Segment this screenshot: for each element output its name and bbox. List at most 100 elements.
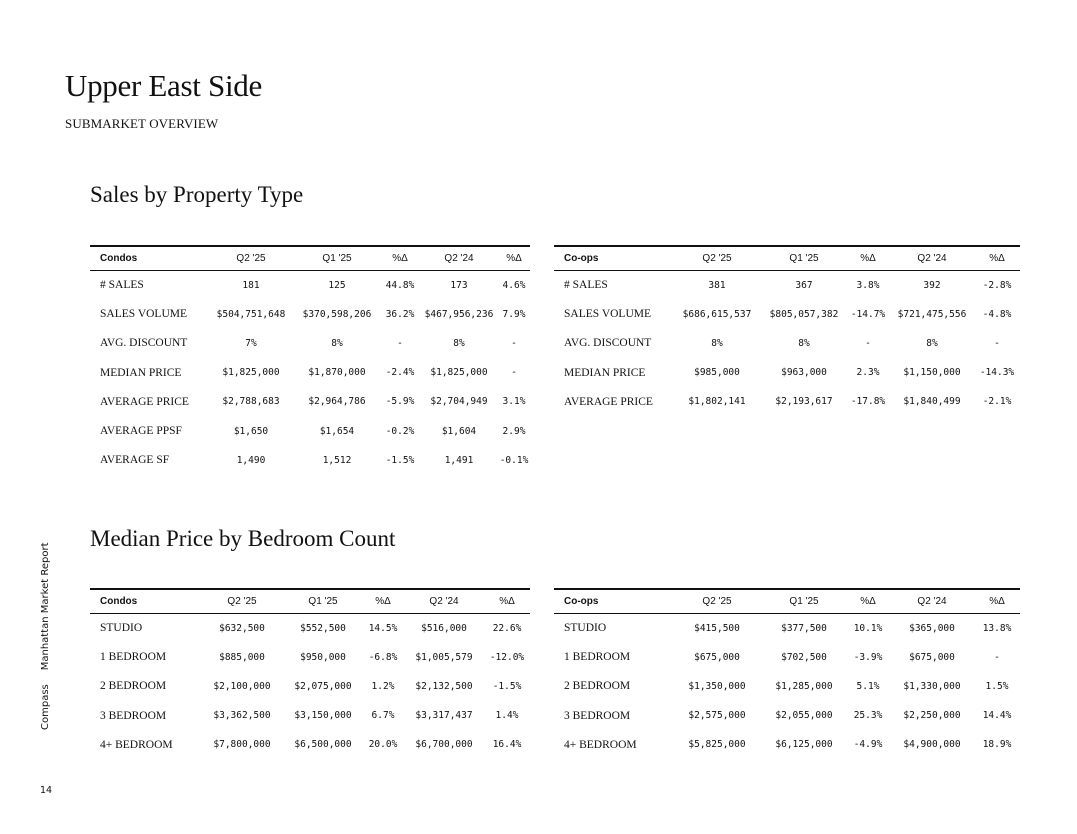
row-label: STUDIO bbox=[564, 622, 607, 635]
column-header: Q1 '25 bbox=[762, 588, 846, 614]
table-cell: 181 bbox=[242, 279, 260, 291]
table-cell: 14.4% bbox=[982, 710, 1012, 722]
table-cell: 6.7% bbox=[371, 710, 395, 722]
table-header-row: Condos Q2 '25 Q1 '25 %Δ Q2 '24 %Δ bbox=[90, 245, 530, 271]
table-cell: $365,000 bbox=[909, 622, 955, 634]
table-cell: $1,005,579 bbox=[415, 651, 473, 663]
sales-condos-table: Condos Q2 '25 Q1 '25 %Δ Q2 '24 %Δ # SALES 181 12… bbox=[90, 245, 530, 475]
table-cell: $2,132,500 bbox=[415, 680, 473, 692]
table-cell: $415,500 bbox=[694, 622, 740, 634]
table-row: # SALES 381 367 3.8% 392 -2.8% bbox=[554, 271, 1020, 300]
row-label: # SALES bbox=[564, 279, 608, 292]
table-cell: $3,150,000 bbox=[294, 710, 352, 722]
column-header: Q2 '24 bbox=[890, 588, 974, 614]
table-row: 3 BEDROOM $3,362,500 $3,150,000 6.7% $3,317,… bbox=[90, 701, 530, 730]
table-cell: $1,825,000 bbox=[430, 367, 488, 379]
page-number: 14 bbox=[40, 785, 53, 796]
table-row: AVERAGE PPSF $1,650 $1,654 -0.2% $1,604 2.9% bbox=[90, 416, 530, 445]
table-cell: 1,491 bbox=[444, 454, 474, 466]
table-cell: 392 bbox=[923, 279, 941, 291]
table-cell: $6,500,000 bbox=[294, 739, 352, 751]
row-label: 4+ BEDROOM bbox=[564, 738, 637, 751]
table-row: SALES VOLUME $686,615,537 $805,057,382 -14.… bbox=[554, 300, 1020, 329]
sidebar-report-name: Manhattan Market Report bbox=[40, 542, 51, 671]
table-row: AVG. DISCOUNT 7% 8% - 8% - bbox=[90, 329, 530, 358]
table-cell: 2.9% bbox=[502, 425, 526, 437]
table-row: MEDIAN PRICE $1,825,000 $1,870,000 -2.4% $1,… bbox=[90, 358, 530, 387]
column-header: Q1 '25 bbox=[762, 245, 846, 271]
column-header: %Δ bbox=[846, 588, 890, 614]
table-cell: -12.0% bbox=[489, 651, 525, 663]
column-header: %Δ bbox=[498, 245, 530, 271]
table-cell: -2.4% bbox=[385, 367, 415, 379]
table-cell: 8% bbox=[453, 337, 465, 349]
column-header: Q2 '24 bbox=[420, 245, 498, 271]
section-title-median-price-by-bedroom: Median Price by Bedroom Count bbox=[90, 526, 396, 551]
column-header: %Δ bbox=[484, 588, 530, 614]
table-cell: 36.2% bbox=[385, 308, 415, 320]
column-header: Q2 '25 bbox=[200, 588, 284, 614]
table-row: 2 BEDROOM $1,350,000 $1,285,000 5.1% $1,330,… bbox=[554, 672, 1020, 701]
table-cell: $963,000 bbox=[781, 367, 827, 379]
column-header: Q2 '25 bbox=[208, 245, 294, 271]
table-cell: 8% bbox=[798, 337, 810, 349]
table-cell: $516,000 bbox=[421, 622, 467, 634]
table-cell: $6,700,000 bbox=[415, 739, 473, 751]
table-cell: $2,250,000 bbox=[903, 710, 961, 722]
table-cell: 25.3% bbox=[853, 710, 883, 722]
table-cell: 5.1% bbox=[856, 680, 880, 692]
table-cell: -1.5% bbox=[492, 680, 522, 692]
row-label: 1 BEDROOM bbox=[100, 651, 167, 664]
row-label: STUDIO bbox=[100, 622, 143, 635]
table-cell: $3,362,500 bbox=[213, 710, 271, 722]
table-cell: -3.9% bbox=[853, 651, 883, 663]
table-cell: $2,075,000 bbox=[294, 680, 352, 692]
row-label: AVERAGE PPSF bbox=[100, 425, 182, 438]
table-header-row: Condos Q2 '25 Q1 '25 %Δ Q2 '24 %Δ bbox=[90, 588, 530, 614]
table-cell: $1,650 bbox=[233, 425, 269, 437]
table-cell: $632,500 bbox=[219, 622, 265, 634]
table-row: 2 BEDROOM $2,100,000 $2,075,000 1.2% $2,132,… bbox=[90, 672, 530, 701]
table-cell: 4.6% bbox=[502, 279, 526, 291]
column-header: Q2 '24 bbox=[404, 588, 484, 614]
table-row: SALES VOLUME $504,751,648 $370,598,206 36.2… bbox=[90, 300, 530, 329]
table-cell: $1,870,000 bbox=[308, 367, 366, 379]
column-header: Q2 '24 bbox=[890, 245, 974, 271]
table-cell: $1,150,000 bbox=[903, 367, 961, 379]
table-cell: $1,802,141 bbox=[688, 396, 746, 408]
table-cell: $377,500 bbox=[781, 622, 827, 634]
table-cell: 1.4% bbox=[495, 710, 519, 722]
page-title: Upper East Side bbox=[65, 68, 262, 103]
table-cell: 10.1% bbox=[853, 622, 883, 634]
table-cell: $2,704,949 bbox=[430, 396, 488, 408]
table-cell: 3.1% bbox=[502, 396, 526, 408]
table-cell: $5,825,000 bbox=[688, 739, 746, 751]
table-cell: -4.8% bbox=[982, 308, 1012, 320]
table-cell: 14.5% bbox=[368, 622, 398, 634]
column-header: %Δ bbox=[974, 588, 1020, 614]
table-cell: $2,788,683 bbox=[222, 396, 280, 408]
table-cell: - bbox=[511, 367, 517, 379]
table-cell: $7,800,000 bbox=[213, 739, 271, 751]
column-header: %Δ bbox=[846, 245, 890, 271]
table-cell: -4.9% bbox=[853, 739, 883, 751]
table-cell: $885,000 bbox=[219, 651, 265, 663]
property-type-header: Condos bbox=[90, 588, 200, 614]
table-row: 1 BEDROOM $675,000 $702,500 -3.9% $675,000 - bbox=[554, 643, 1020, 672]
table-cell: $675,000 bbox=[909, 651, 955, 663]
row-label: AVG. DISCOUNT bbox=[564, 337, 652, 350]
table-cell: - bbox=[511, 337, 517, 349]
table-row: 3 BEDROOM $2,575,000 $2,055,000 25.3% $2,250… bbox=[554, 701, 1020, 730]
table-row: 4+ BEDROOM $5,825,000 $6,125,000 -4.9% $4,90… bbox=[554, 730, 1020, 759]
table-cell: 173 bbox=[450, 279, 468, 291]
table-cell: 8% bbox=[331, 337, 343, 349]
sidebar-brand: Compass bbox=[40, 684, 51, 730]
table-cell: 44.8% bbox=[385, 279, 415, 291]
sales-coops-table: Co-ops Q2 '25 Q1 '25 %Δ Q2 '24 %Δ # SALES 381 36… bbox=[554, 245, 1020, 416]
table-cell: $805,057,382 bbox=[769, 308, 839, 320]
table-cell: $2,100,000 bbox=[213, 680, 271, 692]
table-cell: 7% bbox=[245, 337, 257, 349]
table-cell: 18.9% bbox=[982, 739, 1012, 751]
table-cell: 22.6% bbox=[492, 622, 522, 634]
table-cell: 20.0% bbox=[368, 739, 398, 751]
